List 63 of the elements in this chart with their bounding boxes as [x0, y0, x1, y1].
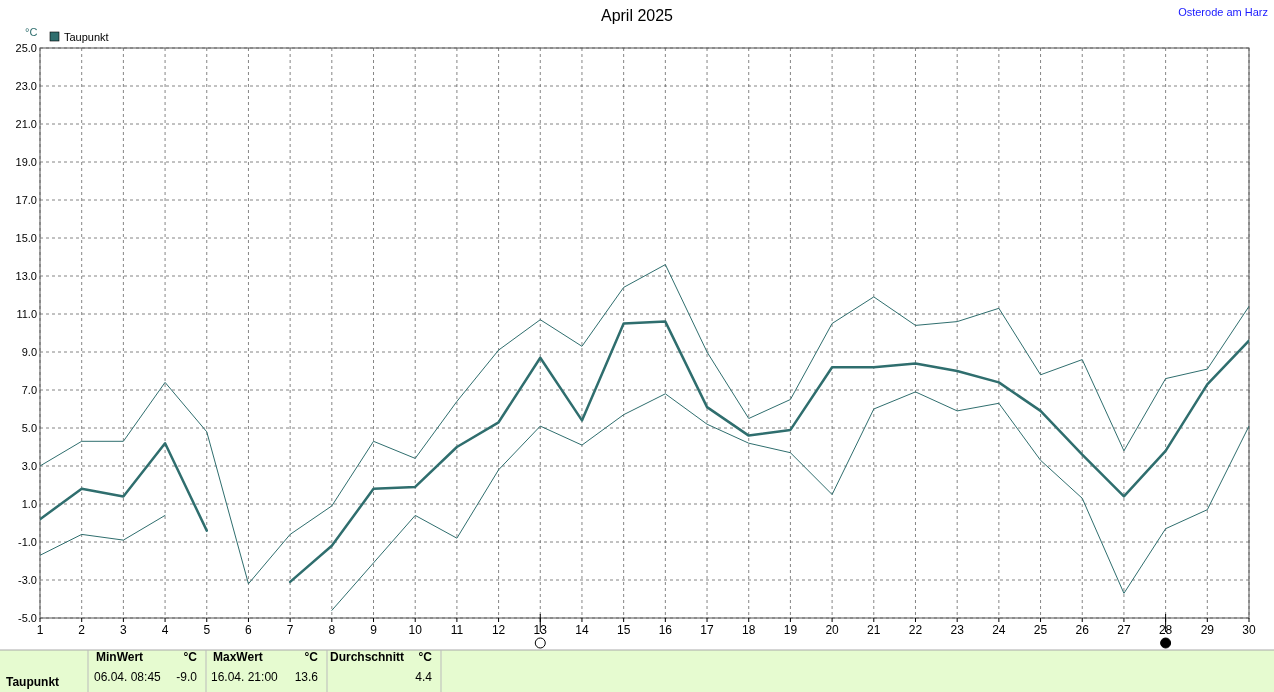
text: °C	[304, 650, 319, 664]
x-tick-label: 29	[1200, 623, 1215, 637]
x-tick-label: 7	[286, 623, 294, 637]
x-tick-label: 6	[245, 623, 253, 637]
x-tick-label: 8	[328, 623, 336, 637]
y-axis-title: °C	[25, 26, 38, 38]
x-tick-label: 19	[783, 623, 798, 637]
y-tick-label: -5.0	[18, 612, 37, 624]
text: °C	[183, 650, 198, 664]
text: -9.0	[176, 670, 198, 684]
x-tick-label: 12	[491, 623, 506, 637]
text: °C	[418, 650, 433, 664]
text: Durchschnitt	[330, 650, 405, 664]
x-tick-label: 3	[120, 623, 128, 637]
x-tick-label: 21	[867, 623, 881, 637]
x-tick-label: 14	[575, 623, 589, 637]
y-tick-label: -1.0	[18, 536, 37, 548]
x-tick-label: 9	[370, 623, 378, 637]
text: 13.6	[294, 670, 319, 684]
x-tick-label: 20	[825, 623, 840, 637]
x-tick-label: 23	[950, 623, 965, 637]
x-tick-label: 2	[78, 623, 86, 637]
y-tick-label: 3.0	[21, 460, 37, 472]
x-tick-label: 4	[161, 623, 169, 637]
x-tick-label: 17	[700, 623, 715, 637]
x-tick-label: 24	[992, 623, 1006, 637]
y-tick-label: 15.0	[15, 232, 37, 244]
y-tick-label: -3.0	[18, 574, 37, 586]
text: 06.04. 08:45	[94, 670, 162, 684]
x-tick-label: 10	[408, 623, 423, 637]
text: MaxWert	[213, 650, 263, 664]
x-tick-label: 30	[1242, 623, 1256, 637]
y-tick-label: 23.0	[15, 80, 37, 92]
x-tick-label: 26	[1075, 623, 1090, 637]
y-tick-label: 7.0	[21, 384, 37, 396]
x-tick-label: 13	[533, 623, 548, 637]
y-tick-label: 1.0	[21, 498, 37, 510]
y-tick-label: 25.0	[15, 42, 37, 54]
y-tick-label: 19.0	[15, 156, 37, 168]
text: MinWert	[96, 650, 144, 664]
text: 16.04. 21:00	[211, 670, 279, 684]
x-tick-label: 28	[1158, 623, 1173, 637]
x-tick-label: 5	[203, 623, 211, 637]
text: 4.4	[415, 670, 433, 684]
chart-title: April 2025	[600, 7, 674, 24]
y-tick-label: 5.0	[21, 422, 37, 434]
y-tick-label: 13.0	[15, 270, 37, 282]
x-tick-label: 22	[908, 623, 923, 637]
text: Taupunkt	[6, 675, 60, 689]
text: Osterode am Harz	[1178, 6, 1268, 18]
y-tick-label: 17.0	[15, 194, 37, 206]
x-tick-label: 25	[1033, 623, 1048, 637]
x-tick-label: 16	[658, 623, 673, 637]
x-tick-label: 1	[36, 623, 44, 637]
x-tick-label: 18	[742, 623, 756, 637]
line-series	[40, 264, 1249, 585]
y-tick-label: 21.0	[15, 118, 37, 130]
legend-label: Taupunkt	[64, 31, 109, 43]
x-tick-label: 11	[450, 623, 464, 637]
y-tick-label: 9.0	[21, 346, 37, 358]
y-tick-label: 11.0	[16, 308, 37, 320]
x-tick-label: 27	[1117, 623, 1131, 637]
x-tick-label: 15	[616, 623, 631, 637]
